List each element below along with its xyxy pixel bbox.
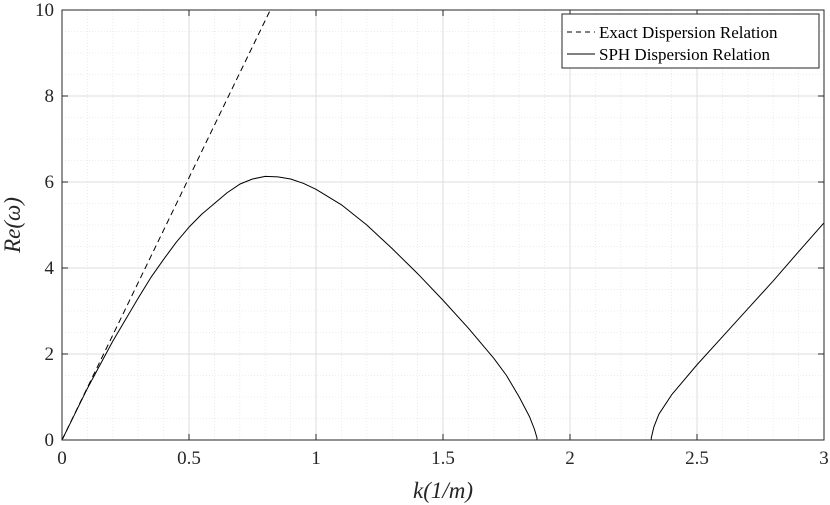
legend-label-sph: SPH Dispersion Relation (599, 45, 770, 64)
y-tick-label: 0 (45, 430, 55, 451)
legend-label-exact: Exact Dispersion Relation (599, 23, 778, 42)
y-tick-label: 4 (45, 258, 55, 279)
y-axis-label: Re(ω) (0, 197, 25, 254)
legend-box (561, 13, 820, 69)
x-tick-label: 1.5 (431, 448, 455, 469)
y-tick-label: 2 (45, 344, 55, 365)
legend: Exact Dispersion Relation SPH Dispersion… (561, 13, 820, 69)
x-tick-label: 2 (565, 448, 575, 469)
exact-dispersion-line (61, 9, 271, 441)
y-tick-label: 10 (35, 0, 54, 21)
x-tick-label: 0 (57, 448, 67, 469)
x-tick-label: 1 (311, 448, 321, 469)
y-tick-label: 8 (45, 86, 55, 107)
x-axis-label: k(1/m) (413, 478, 473, 503)
y-tick-label: 6 (45, 172, 55, 193)
series-layer (61, 9, 825, 441)
x-tick-label: 2.5 (685, 448, 709, 469)
plot-frame (61, 9, 825, 441)
x-tick-label: 3 (819, 448, 829, 469)
sph-dispersion-line (61, 175, 825, 441)
x-tick-label: 0.5 (177, 448, 201, 469)
tick-labels: 0 0.5 1 1.5 2 2.5 3 0 2 4 6 8 10 (35, 0, 829, 469)
